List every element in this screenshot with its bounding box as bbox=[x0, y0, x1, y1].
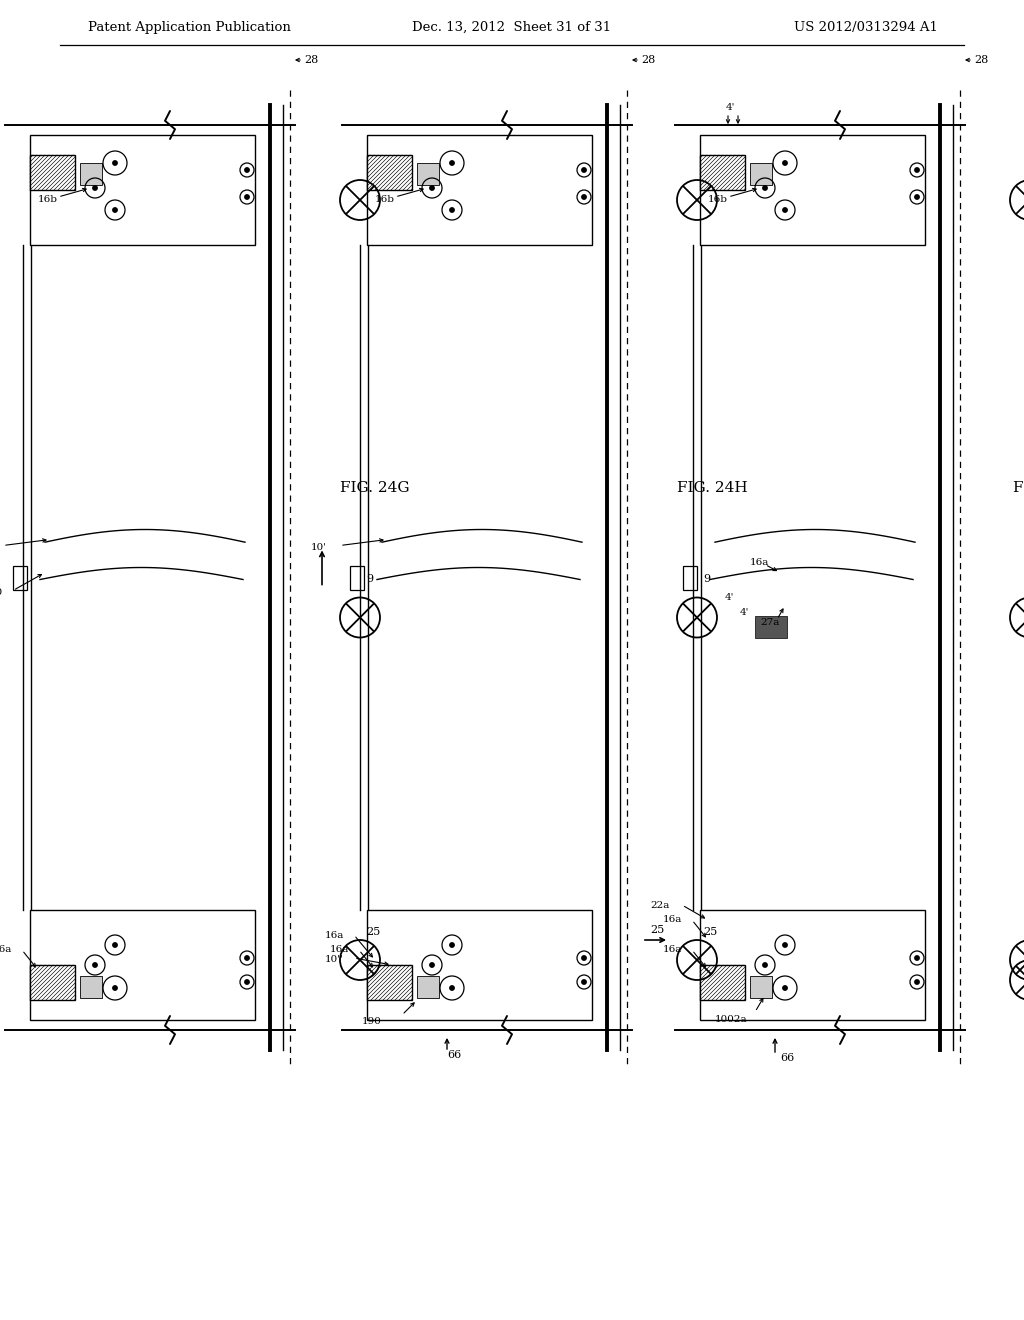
Bar bbox=[750, 162, 772, 185]
Text: 10: 10 bbox=[0, 587, 3, 597]
Text: 16a: 16a bbox=[750, 558, 769, 568]
Bar bbox=[683, 565, 697, 590]
Circle shape bbox=[113, 986, 117, 990]
Circle shape bbox=[245, 195, 249, 199]
Bar bbox=[367, 135, 592, 246]
Bar bbox=[367, 965, 412, 1001]
Text: 16b: 16b bbox=[708, 195, 728, 205]
Text: 28: 28 bbox=[304, 55, 318, 65]
Text: US 2012/0313294 A1: US 2012/0313294 A1 bbox=[795, 21, 938, 33]
Bar bbox=[750, 975, 772, 998]
Text: 16a: 16a bbox=[663, 945, 682, 954]
Circle shape bbox=[113, 161, 117, 165]
Circle shape bbox=[450, 161, 455, 165]
Bar bbox=[30, 909, 255, 1020]
Circle shape bbox=[914, 956, 920, 960]
Circle shape bbox=[782, 942, 787, 948]
Text: 66: 66 bbox=[780, 1053, 795, 1063]
Text: 9: 9 bbox=[703, 574, 710, 585]
Text: 10': 10' bbox=[311, 543, 327, 552]
Circle shape bbox=[582, 979, 586, 985]
Bar bbox=[367, 154, 412, 190]
Bar bbox=[700, 965, 745, 1001]
Text: 4': 4' bbox=[740, 609, 750, 616]
Circle shape bbox=[914, 195, 920, 199]
Circle shape bbox=[113, 207, 117, 213]
Circle shape bbox=[93, 962, 97, 968]
Circle shape bbox=[430, 186, 434, 190]
Text: 25: 25 bbox=[703, 927, 717, 937]
Text: FIG. 24G: FIG. 24G bbox=[340, 480, 410, 495]
Text: FIG. 24H: FIG. 24H bbox=[677, 480, 748, 495]
Text: 190: 190 bbox=[362, 1018, 382, 1027]
Text: 28: 28 bbox=[974, 55, 988, 65]
Circle shape bbox=[914, 979, 920, 985]
Bar bbox=[80, 162, 102, 185]
Text: 16a: 16a bbox=[330, 945, 349, 954]
Text: 16b: 16b bbox=[375, 195, 395, 205]
Circle shape bbox=[582, 195, 586, 199]
Circle shape bbox=[582, 956, 586, 960]
Circle shape bbox=[782, 161, 787, 165]
Circle shape bbox=[914, 168, 920, 172]
Text: 9: 9 bbox=[366, 574, 373, 585]
Text: 16b: 16b bbox=[38, 195, 58, 205]
Bar bbox=[417, 162, 439, 185]
Text: 4': 4' bbox=[725, 103, 734, 111]
Circle shape bbox=[582, 168, 586, 172]
Bar bbox=[13, 565, 27, 590]
Bar bbox=[755, 615, 787, 638]
Text: 25: 25 bbox=[650, 925, 665, 935]
Bar bbox=[700, 154, 745, 190]
Text: 22a: 22a bbox=[650, 900, 670, 909]
Circle shape bbox=[782, 207, 787, 213]
Circle shape bbox=[763, 962, 767, 968]
Text: 4': 4' bbox=[725, 593, 734, 602]
Circle shape bbox=[450, 207, 455, 213]
Circle shape bbox=[93, 186, 97, 190]
Text: Patent Application Publication: Patent Application Publication bbox=[88, 21, 291, 33]
Bar bbox=[80, 975, 102, 998]
Circle shape bbox=[782, 986, 787, 990]
Bar bbox=[350, 565, 364, 590]
Circle shape bbox=[763, 186, 767, 190]
Bar bbox=[367, 909, 592, 1020]
Text: 1002a: 1002a bbox=[715, 1015, 748, 1024]
Bar bbox=[30, 154, 75, 190]
Text: 10'': 10'' bbox=[326, 956, 344, 965]
Bar bbox=[30, 965, 75, 1001]
Text: 27a: 27a bbox=[760, 618, 779, 627]
Text: 66: 66 bbox=[447, 1049, 461, 1060]
Text: 16a: 16a bbox=[663, 916, 682, 924]
Text: FIG. 24I: FIG. 24I bbox=[1014, 480, 1024, 495]
Bar bbox=[30, 135, 255, 246]
Circle shape bbox=[450, 986, 455, 990]
Circle shape bbox=[450, 942, 455, 948]
Circle shape bbox=[245, 956, 249, 960]
Bar bbox=[417, 975, 439, 998]
Circle shape bbox=[245, 979, 249, 985]
Text: Dec. 13, 2012  Sheet 31 of 31: Dec. 13, 2012 Sheet 31 of 31 bbox=[413, 21, 611, 33]
Bar bbox=[700, 135, 925, 246]
Text: 16a: 16a bbox=[325, 931, 344, 940]
Text: 28: 28 bbox=[641, 55, 655, 65]
Circle shape bbox=[430, 962, 434, 968]
Circle shape bbox=[245, 168, 249, 172]
Circle shape bbox=[113, 942, 117, 948]
Text: 16a: 16a bbox=[0, 945, 12, 954]
Text: 25: 25 bbox=[366, 927, 380, 937]
Bar bbox=[700, 909, 925, 1020]
